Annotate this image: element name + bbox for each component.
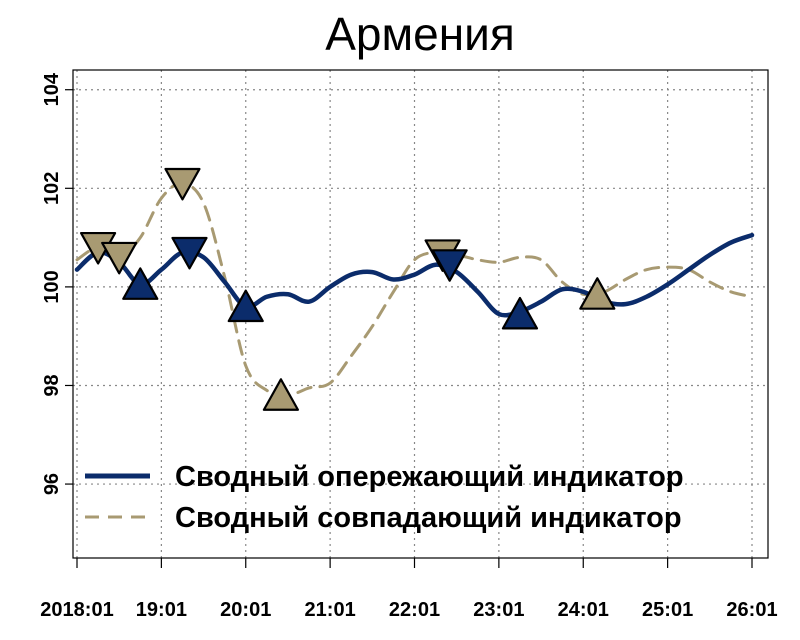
marker-coincident-trough xyxy=(262,378,300,411)
legend-label-coincident: Сводный совпадающий индикатор xyxy=(175,502,682,534)
x-tick-label: 26:01 xyxy=(726,599,777,621)
marker-leading-trough xyxy=(227,289,264,323)
marker-coincident-peak xyxy=(101,241,138,275)
axes: 96 98 100 102 104 2018:01 19:01 20:01 21:01 22:01… xyxy=(40,72,777,621)
y-tick-label: 100 xyxy=(41,270,63,303)
marker-leading-trough xyxy=(122,267,159,300)
legend-label-leading: Сводный опережающий индикатор xyxy=(175,461,684,493)
y-tick-label: 98 xyxy=(41,374,63,396)
marker-leading-trough xyxy=(501,296,539,330)
chart-title: Армения xyxy=(325,8,514,60)
x-tick-label: 21:01 xyxy=(305,599,356,621)
marker-coincident-trough xyxy=(579,277,616,310)
plot-frame xyxy=(72,69,769,559)
y-tick-label: 104 xyxy=(41,72,63,106)
marker-leading-peak xyxy=(171,236,208,270)
x-tick-label: 19:01 xyxy=(136,599,187,621)
x-tick-label: 24:01 xyxy=(558,599,609,621)
marker-leading-peak xyxy=(431,249,468,282)
marker-coincident-peak xyxy=(164,167,201,201)
y-tick-label: 96 xyxy=(41,473,63,495)
x-tick-label: 22:01 xyxy=(389,599,440,621)
y-tick-label: 102 xyxy=(41,172,63,205)
x-tick-label: 25:01 xyxy=(642,599,693,621)
x-tick-label: 2018:01 xyxy=(40,599,113,621)
marker-layer xyxy=(79,167,616,411)
x-tick-label: 20:01 xyxy=(220,599,271,621)
legend: Сводный опережающий индикатор Сводный со… xyxy=(85,461,684,534)
x-tick-label: 23:01 xyxy=(473,599,524,621)
